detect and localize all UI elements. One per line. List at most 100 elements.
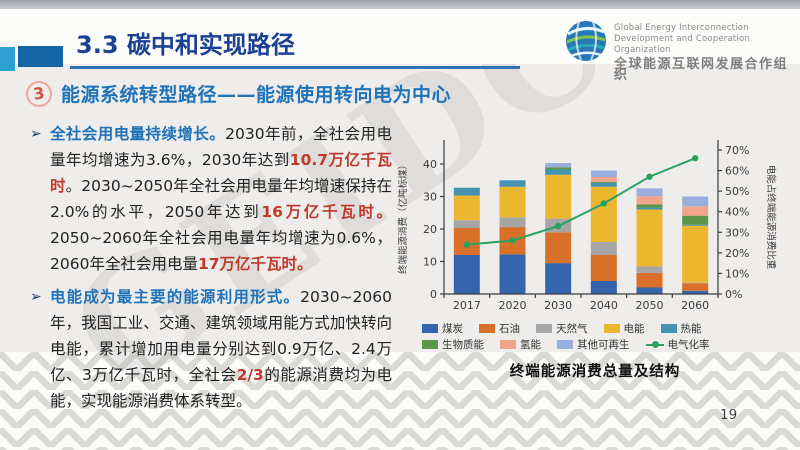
legend-row: 生物质能 氢能 其他可再生 电气化率 bbox=[422, 336, 794, 352]
geidco-globe-icon bbox=[566, 21, 606, 61]
legend-item-热能: 热能 bbox=[660, 321, 702, 336]
text-segment: 10.7万亿千瓦时 bbox=[50, 151, 393, 195]
legend-item-电气化率: 电气化率 bbox=[645, 337, 710, 352]
bar-segment-热能 bbox=[636, 207, 663, 210]
bar-segment-电能 bbox=[499, 186, 526, 218]
line-marker bbox=[463, 241, 471, 248]
bar-segment-氢能 bbox=[682, 206, 709, 216]
page-number: 19 bbox=[720, 407, 738, 423]
bar-segment-天然气 bbox=[590, 242, 617, 255]
right-axis-tick-label: 0% bbox=[725, 288, 742, 301]
bar-segment-热能 bbox=[453, 187, 480, 196]
bar-segment-电能 bbox=[590, 186, 617, 242]
bullet-item-1: ➢ 全社会用电量持续增长。2030年前，全社会用电量年均增速为3.6%，2030年… bbox=[30, 121, 392, 277]
right-axis-title: 电能占终端能源消费比重 bbox=[765, 165, 777, 270]
bar-segment-天然气 bbox=[499, 217, 526, 228]
bar-segment-煤炭 bbox=[545, 263, 572, 294]
text-segment: 。2030~2050年全社会用电量年均增速保持在2.0%的水平，2050年达到 bbox=[50, 177, 392, 221]
legend-swatch bbox=[536, 323, 552, 333]
bar-segment-生物质能 bbox=[636, 204, 663, 208]
bar-segment-天然气 bbox=[636, 266, 663, 273]
bar-segment-热能 bbox=[545, 169, 572, 175]
bar-segment-其他可再生 bbox=[590, 170, 617, 177]
org-name-en-1: Global Energy Interconnection bbox=[614, 23, 749, 33]
legend-swatch bbox=[422, 323, 438, 333]
title-underline bbox=[70, 66, 520, 69]
right-axis-tick-label: 20% bbox=[725, 247, 749, 260]
x-axis-label: 2060 bbox=[681, 299, 709, 312]
legend-swatch bbox=[500, 339, 516, 349]
arrow-bullet-icon: ➢ bbox=[30, 289, 42, 305]
legend-item-生物质能: 生物质能 bbox=[422, 337, 484, 352]
right-axis-tick-label: 30% bbox=[725, 226, 749, 239]
text-segment: 电能成为最主要的能源利用形式。 bbox=[50, 288, 301, 306]
legend-swatch bbox=[660, 323, 677, 333]
bar-segment-石油 bbox=[636, 272, 663, 288]
line-marker bbox=[600, 200, 608, 207]
text-segment: 2030年前，全社会用电量年均增速为3.6%，2030年达到 bbox=[50, 125, 392, 169]
bar-segment-石油 bbox=[590, 255, 617, 281]
left-axis-title: 终端能源消费（亿吨标煤） bbox=[397, 160, 409, 274]
bar-segment-煤炭 bbox=[499, 254, 526, 294]
legend-swatch bbox=[479, 323, 495, 333]
header-band: 3.3 碳中和实现路径 Global Energy Interconnectio… bbox=[0, 9, 800, 82]
text-segment: 全社会用电量持续增长。 bbox=[50, 125, 226, 143]
bar-segment-煤炭 bbox=[636, 287, 663, 294]
legend-item-电能: 电能 bbox=[603, 321, 645, 336]
right-axis-tick-label: 50% bbox=[725, 185, 749, 198]
bar-segment-天然气 bbox=[682, 282, 709, 284]
bar-segment-生物质能 bbox=[590, 181, 617, 183]
x-axis-label: 2050 bbox=[636, 299, 664, 312]
bar-segment-生物质能 bbox=[545, 167, 572, 170]
bar-segment-热能 bbox=[590, 182, 617, 187]
legend-item-其他可再生: 其他可再生 bbox=[557, 337, 630, 352]
text-segment: 2/3 bbox=[236, 366, 264, 384]
legend-item-煤炭: 煤炭 bbox=[422, 321, 463, 336]
legend-swatch bbox=[557, 339, 573, 349]
left-axis-tick-label: 0 bbox=[430, 288, 437, 301]
bar-segment-电能 bbox=[636, 209, 663, 267]
bar-segment-电能 bbox=[453, 195, 480, 221]
section-number-badge: 3 bbox=[24, 78, 54, 109]
line-marker bbox=[691, 155, 699, 162]
section-heading-row: 3 能源系统转型路径——能源使用转向电为中心 bbox=[24, 78, 452, 109]
legend-row: 煤炭 石油 天然气 电能 热能 bbox=[422, 320, 794, 336]
text-segment: 16万亿千瓦时。 bbox=[261, 203, 392, 221]
bar-segment-电能 bbox=[682, 225, 709, 283]
energy-consumption-chart: 0 10 20 30 40 0% 10% 20% 30% 40% 50% 60% 70% 2017 2020… bbox=[396, 126, 794, 381]
electrification-rate-line bbox=[466, 157, 696, 246]
bullet-list: ➢ 全社会用电量持续增长。2030年前，全社会用电量年均增速为3.6%，2030年… bbox=[30, 121, 392, 421]
legend-item-石油: 石油 bbox=[479, 321, 520, 336]
right-axis-tick-label: 10% bbox=[725, 267, 749, 280]
org-name-cn: 全球能源互联网发展合作组织 bbox=[614, 57, 789, 83]
chart-title: 终端能源消费总量及结构 bbox=[509, 364, 681, 380]
bar-segment-其他可再生 bbox=[636, 188, 663, 197]
line-marker bbox=[554, 222, 562, 230]
page-title: 3.3 碳中和实现路径 bbox=[76, 31, 295, 59]
right-axis-tick-label: 60% bbox=[725, 165, 749, 178]
line-marker bbox=[646, 173, 653, 180]
section-heading: 能源系统转型路径——能源使用转向电为中心 bbox=[61, 84, 452, 106]
x-axis-label: 2030 bbox=[544, 299, 572, 312]
top-strip bbox=[0, 0, 800, 9]
left-axis-tick-label: 10 bbox=[423, 256, 437, 269]
x-axis-label: 2017 bbox=[453, 299, 481, 312]
bar-segment-其他可再生 bbox=[545, 163, 572, 168]
bar-segment-煤炭 bbox=[590, 281, 617, 294]
legend-line-symbol bbox=[645, 340, 664, 349]
accent-square-light bbox=[0, 47, 15, 71]
bar-segment-石油 bbox=[682, 283, 709, 291]
left-axis-tick-label: 40 bbox=[423, 158, 437, 171]
bar-segment-氢能 bbox=[636, 196, 663, 205]
legend-swatch bbox=[603, 323, 620, 333]
text-segment: 的能源消费均为电能，实现能源消费体系转型。 bbox=[50, 366, 392, 410]
bar-segment-石油 bbox=[545, 232, 572, 264]
bullet-text-2: 电能成为最主要的能源利用形式。2030~2060年，我国工业、交通、建筑领域用能… bbox=[50, 288, 392, 410]
legend-swatch bbox=[422, 339, 438, 349]
text-segment: 2030~2060年，我国工业、交通、建筑领域用能方式加快转向电能，累计增加用电… bbox=[50, 288, 392, 384]
bar-segment-其他可再生 bbox=[682, 196, 709, 207]
arrow-bullet-icon: ➢ bbox=[30, 126, 42, 142]
right-axis-tick-label: 40% bbox=[725, 206, 749, 219]
org-name: Global Energy Interconnection Developmen… bbox=[614, 23, 800, 83]
